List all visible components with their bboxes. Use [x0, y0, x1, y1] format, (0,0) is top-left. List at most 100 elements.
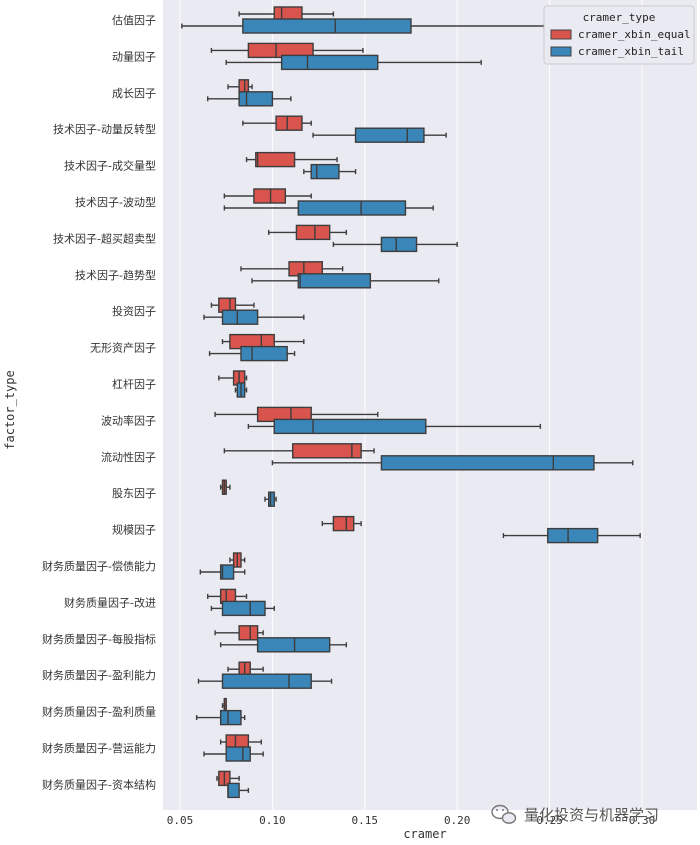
- box-cramer_xbin_tail: [225, 54, 482, 71]
- x-axis-title: cramer: [403, 827, 446, 841]
- legend-label-tail: cramer_xbin_tail: [578, 45, 684, 58]
- box-cramer_xbin_equal: [321, 515, 362, 532]
- box-cramer_xbin_tail: [234, 382, 248, 398]
- y-tick-label: 杠杆因子: [112, 377, 156, 391]
- y-axis-title: factor_type: [3, 370, 17, 449]
- box-cramer_xbin_equal: [268, 224, 348, 241]
- legend-label-equal: cramer_xbin_equal: [578, 28, 691, 41]
- box-cramer_xbin_tail: [502, 527, 641, 544]
- y-tick-label: 财务质量因子-改进: [64, 595, 156, 609]
- y-tick-label: 财务质量因子-盈利质量: [42, 705, 156, 719]
- box-iqr: [227, 782, 240, 799]
- legend-title: cramer_type: [583, 11, 656, 24]
- box-iqr: [221, 600, 266, 617]
- x-tick-label: 0.10: [259, 814, 286, 827]
- box-cramer_xbin_equal: [221, 333, 305, 350]
- box-iqr: [238, 625, 259, 641]
- y-tick-label: 技术因子-趋势型: [75, 268, 156, 282]
- box-cramer_xbin_tail: [199, 564, 246, 580]
- box-cramer_xbin_equal: [214, 625, 264, 641]
- box-iqr: [310, 163, 340, 180]
- box-iqr: [380, 236, 418, 253]
- y-tick-label: 技术因子-成交量型: [64, 159, 156, 173]
- y-tick-labels: 估值因子动量因子成长因子技术因子-动量反转型技术因子-成交量型技术因子-波动型技…: [42, 14, 156, 791]
- x-tick-label: 0.20: [444, 814, 471, 827]
- box-iqr: [280, 54, 379, 71]
- box-cramer_xbin_tail: [203, 309, 305, 325]
- box-iqr: [240, 345, 288, 362]
- y-tick-label: 财务质量因子-偿债能力: [42, 559, 156, 573]
- box-cramer_xbin_equal: [214, 406, 379, 423]
- x-tick-label: 0.25: [536, 814, 563, 827]
- box-iqr: [253, 188, 287, 204]
- box-iqr: [268, 491, 275, 507]
- box-iqr: [297, 273, 372, 289]
- box-cramer_xbin_tail: [223, 200, 434, 216]
- box-cramer_xbin_equal: [240, 261, 344, 277]
- box-cramer_xbin_tail: [312, 127, 447, 143]
- box-cramer_xbin_tail: [271, 455, 634, 471]
- y-tick-label: 成长因子: [112, 87, 156, 100]
- box-cramer_xbin_tail: [203, 746, 264, 762]
- box-cramer_xbin_tail: [251, 273, 440, 289]
- box-iqr: [292, 443, 362, 459]
- box-iqr: [275, 115, 303, 131]
- box-cramer_xbin_equal: [238, 6, 335, 22]
- legend-frame: [543, 5, 695, 65]
- wechat-icon: [491, 804, 517, 824]
- box-cramer_xbin_tail: [181, 18, 545, 34]
- box-cramer_xbin_equal: [223, 188, 312, 204]
- box-cramer_xbin_tail: [195, 709, 246, 726]
- y-tick-label: 规模因子: [112, 523, 156, 537]
- legend-swatch-equal: [550, 29, 572, 40]
- box-cramer_xbin_tail: [303, 163, 357, 180]
- box-iqr: [332, 515, 355, 532]
- box-cramer_xbin_equal: [216, 770, 240, 787]
- box-cramer_xbin_tail: [219, 637, 348, 653]
- box-iqr: [221, 673, 312, 689]
- box-iqr: [295, 224, 331, 241]
- box-cramer_xbin_tail: [210, 600, 275, 617]
- box-cramer_xbin_equal: [227, 79, 253, 95]
- x-tick-labels: 0.05 0.10 0.15 0.20 0.25 0.30: [167, 814, 656, 827]
- y-tick-label: 波动率因子: [101, 413, 156, 427]
- box-cramer_xbin_tail: [197, 673, 333, 689]
- y-tick-label: 财务质量因子-资本结构: [42, 777, 156, 791]
- box-iqr: [219, 709, 242, 726]
- x-tick-label: 0.30: [629, 814, 656, 827]
- box-iqr: [221, 309, 259, 325]
- y-tick-label: 技术因子-波动型: [75, 195, 156, 209]
- watermark: 量化投资与机器学习: [491, 804, 659, 824]
- box-cramer_xbin_equal: [245, 151, 338, 168]
- box-iqr: [547, 527, 599, 544]
- y-tick-label: 无形资产因子: [90, 341, 156, 355]
- legend-swatch-tail: [550, 46, 572, 57]
- box-iqr: [297, 200, 407, 216]
- y-tick-label: 估值因子: [112, 14, 156, 27]
- box-cramer_xbin_equal: [229, 552, 246, 568]
- box-cramer_xbin_equal: [223, 443, 375, 459]
- box-iqr: [238, 91, 274, 107]
- y-tick-label: 流动性因子: [101, 450, 156, 464]
- y-tick-label: 财务质量因子-每股指标: [42, 632, 156, 646]
- box-iqr: [225, 746, 251, 762]
- y-tick-label: 技术因子-动量反转型: [53, 122, 156, 136]
- box-cramer_xbin_equal: [219, 479, 231, 495]
- box-cramer_xbin_tail: [247, 418, 542, 435]
- y-tick-label: 技术因子-超买超卖型: [53, 231, 156, 245]
- box-iqr: [255, 151, 296, 168]
- legend: cramer_type cramer_xbin_equal cramer_xbi…: [543, 5, 695, 65]
- x-tick-label: 0.15: [352, 814, 379, 827]
- box-iqr: [256, 637, 331, 653]
- box-cramer_xbin_tail: [227, 782, 250, 799]
- watermark-text: 量化投资与机器学习: [524, 806, 659, 824]
- y-tick-label: 动量因子: [112, 50, 156, 63]
- boxes: [181, 6, 641, 799]
- box-cramer_xbin_tail: [264, 491, 277, 507]
- box-iqr: [273, 418, 427, 435]
- x-tick-label: 0.05: [167, 814, 194, 827]
- box-iqr: [242, 18, 412, 34]
- box-cramer_xbin_tail: [207, 91, 292, 107]
- box-cramer_xbin_equal: [242, 115, 312, 131]
